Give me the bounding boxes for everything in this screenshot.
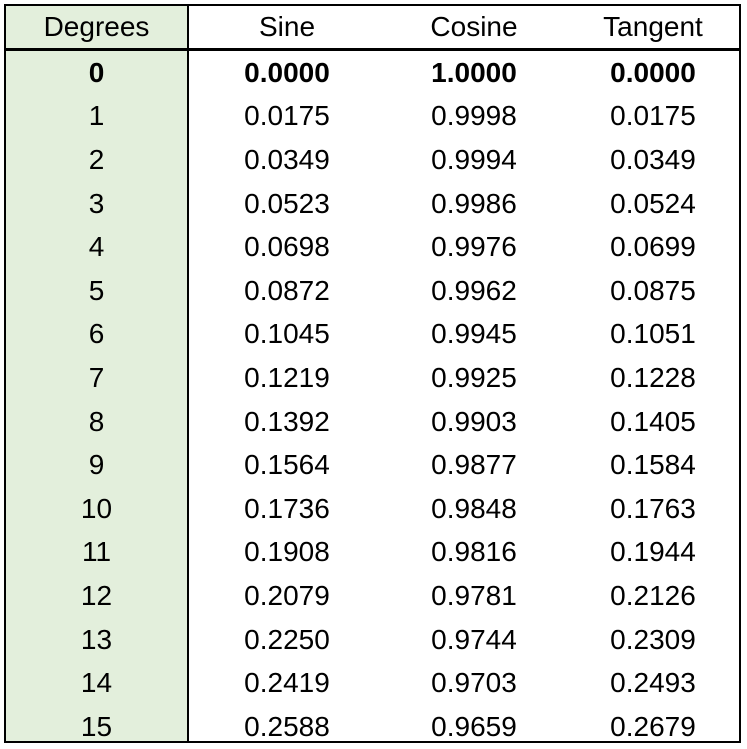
cell-degrees: 7 bbox=[88, 361, 105, 393]
table-row: 3 0.0523 0.9986 0.0524 bbox=[6, 182, 739, 226]
cell-cosine: 0.9976 bbox=[431, 231, 517, 263]
cell-sine: 0.0349 bbox=[244, 143, 330, 175]
table-row: 2 0.0349 0.9994 0.0349 bbox=[6, 138, 739, 182]
cell-tangent: 0.0175 bbox=[610, 100, 696, 132]
table-row: 10 0.1736 0.9848 0.1763 bbox=[6, 487, 739, 531]
cell-degrees: 11 bbox=[81, 536, 112, 568]
cell-degrees: 0 bbox=[88, 56, 105, 88]
cell-sine: 0.2079 bbox=[244, 579, 330, 611]
cell-cosine: 0.9998 bbox=[431, 100, 517, 132]
cell-degrees: 8 bbox=[88, 405, 105, 437]
table-body: 0 0.0000 1.0000 0.0000 1 0.0175 0.9998 0.0175 2 0… bbox=[6, 51, 739, 741]
cell-cosine: 0.9848 bbox=[431, 492, 517, 524]
cell-cosine: 0.9659 bbox=[431, 710, 517, 742]
cell-degrees: 1 bbox=[88, 100, 105, 132]
cell-tangent: 0.2493 bbox=[610, 667, 696, 699]
header-row: Degrees Sine Cosine Tangent bbox=[6, 6, 739, 51]
cell-sine: 0.1564 bbox=[244, 449, 330, 481]
cell-degrees: 3 bbox=[88, 187, 105, 219]
cell-tangent: 0.1228 bbox=[610, 361, 696, 393]
cell-cosine: 0.9925 bbox=[431, 361, 517, 393]
cell-cosine: 0.9903 bbox=[431, 405, 517, 437]
trig-table: Degrees Sine Cosine Tangent 0 0.0000 1.000… bbox=[4, 4, 741, 743]
cell-sine: 0.0175 bbox=[244, 100, 330, 132]
cell-tangent: 0.1051 bbox=[610, 318, 696, 350]
cell-sine: 0.0000 bbox=[244, 56, 330, 88]
cell-cosine: 0.9877 bbox=[431, 449, 517, 481]
table-row: 0 0.0000 1.0000 0.0000 bbox=[6, 51, 739, 95]
cell-degrees: 13 bbox=[80, 623, 113, 655]
cell-sine: 0.0872 bbox=[244, 274, 330, 306]
cell-degrees: 15 bbox=[80, 710, 113, 742]
header-tangent: Tangent bbox=[603, 11, 703, 42]
cell-sine: 0.1219 bbox=[244, 361, 330, 393]
cell-tangent: 0.1763 bbox=[610, 492, 696, 524]
cell-cosine: 0.9962 bbox=[431, 274, 517, 306]
degrees-column-shading bbox=[6, 6, 189, 741]
cell-sine: 0.0523 bbox=[244, 187, 330, 219]
table-row: 9 0.1564 0.9877 0.1584 bbox=[6, 443, 739, 487]
cell-sine: 0.0698 bbox=[244, 231, 330, 263]
cell-cosine: 1.0000 bbox=[431, 56, 517, 88]
header-cosine: Cosine bbox=[430, 11, 518, 42]
cell-tangent: 0.1944 bbox=[610, 536, 696, 568]
header-sine: Sine bbox=[258, 11, 316, 42]
header-degrees: Degrees bbox=[43, 11, 150, 42]
cell-sine: 0.1908 bbox=[244, 536, 330, 568]
cell-cosine: 0.9781 bbox=[431, 579, 517, 611]
cell-cosine: 0.9945 bbox=[431, 318, 517, 350]
cell-sine: 0.2250 bbox=[244, 623, 330, 655]
cell-cosine: 0.9994 bbox=[431, 143, 517, 175]
cell-degrees: 12 bbox=[80, 579, 113, 611]
cell-tangent: 0.2309 bbox=[610, 623, 696, 655]
cell-sine: 0.1392 bbox=[244, 405, 330, 437]
cell-degrees: 5 bbox=[88, 274, 105, 306]
cell-tangent: 0.2126 bbox=[610, 579, 696, 611]
cell-tangent: 0.0349 bbox=[610, 143, 696, 175]
cell-sine: 0.1736 bbox=[244, 492, 330, 524]
cell-tangent: 0.0875 bbox=[610, 274, 696, 306]
table-row: 4 0.0698 0.9976 0.0699 bbox=[6, 225, 739, 269]
table-row: 14 0.2419 0.9703 0.2493 bbox=[6, 661, 739, 705]
cell-sine: 0.2419 bbox=[244, 667, 330, 699]
table-row: 12 0.2079 0.9781 0.2126 bbox=[6, 574, 739, 618]
cell-cosine: 0.9816 bbox=[431, 536, 517, 568]
cell-sine: 0.1045 bbox=[244, 318, 330, 350]
table-row: 11 0.1908 0.9816 0.1944 bbox=[6, 531, 739, 575]
cell-tangent: 0.0000 bbox=[610, 56, 696, 88]
table-row: 8 0.1392 0.9903 0.1405 bbox=[6, 400, 739, 444]
cell-degrees: 4 bbox=[88, 231, 105, 263]
cell-sine: 0.2588 bbox=[244, 710, 330, 742]
table-row: 15 0.2588 0.9659 0.2679 bbox=[6, 705, 739, 749]
cell-degrees: 2 bbox=[88, 143, 105, 175]
cell-tangent: 0.0524 bbox=[610, 187, 696, 219]
cell-degrees: 9 bbox=[88, 449, 105, 481]
cell-tangent: 0.0699 bbox=[610, 231, 696, 263]
table-row: 6 0.1045 0.9945 0.1051 bbox=[6, 313, 739, 357]
cell-tangent: 0.2679 bbox=[610, 710, 696, 742]
cell-degrees: 10 bbox=[80, 492, 113, 524]
cell-degrees: 14 bbox=[80, 667, 113, 699]
table-row: 5 0.0872 0.9962 0.0875 bbox=[6, 269, 739, 313]
cell-tangent: 0.1584 bbox=[610, 449, 696, 481]
cell-degrees: 6 bbox=[88, 318, 105, 350]
table-row: 7 0.1219 0.9925 0.1228 bbox=[6, 356, 739, 400]
cell-tangent: 0.1405 bbox=[610, 405, 696, 437]
cell-cosine: 0.9744 bbox=[431, 623, 517, 655]
table-row: 1 0.0175 0.9998 0.0175 bbox=[6, 95, 739, 139]
cell-cosine: 0.9986 bbox=[431, 187, 517, 219]
table-row: 13 0.2250 0.9744 0.2309 bbox=[6, 618, 739, 662]
cell-cosine: 0.9703 bbox=[431, 667, 517, 699]
